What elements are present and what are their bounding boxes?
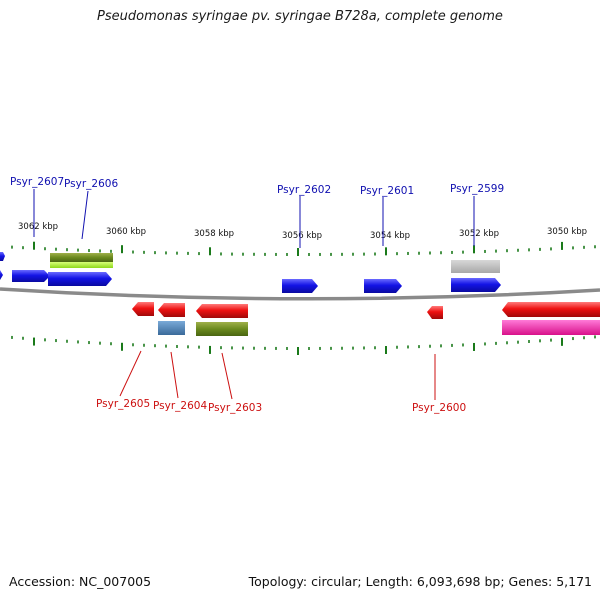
kbp-label-3058: 3058 kbp — [194, 229, 234, 239]
kbp-label-3056: 3056 kbp — [282, 231, 322, 241]
gene-arrow[interactable] — [132, 302, 154, 316]
genome-backbone — [0, 287, 600, 301]
gene-arrow[interactable] — [48, 272, 112, 286]
feature-bar-grey[interactable] — [451, 260, 500, 273]
kbp-label-3050: 3050 kbp — [547, 227, 587, 237]
gene-arrow[interactable] — [12, 270, 50, 282]
upper-tick-row — [11, 241, 596, 256]
gene-arrow[interactable] — [451, 278, 501, 292]
forward-genes — [0, 252, 501, 293]
feature-bar-olive[interactable] — [196, 322, 248, 336]
gene-label-psyr-2600[interactable]: Psyr_2600 — [412, 402, 466, 414]
genome-stats-text: Topology: circular; Length: 6,093,698 bp… — [248, 574, 592, 589]
reverse-feature-track — [158, 320, 600, 336]
gene-arrow[interactable] — [427, 306, 443, 319]
gene-label-psyr-2604[interactable]: Psyr_2604 — [153, 400, 207, 412]
feature-bar-olive[interactable] — [50, 253, 113, 262]
lower-tick-row — [11, 335, 596, 355]
gene-arrow-small[interactable] — [0, 270, 3, 280]
gene-label-psyr-2606[interactable]: Psyr_2606 — [64, 178, 118, 190]
gene-label-psyr-2607[interactable]: Psyr_2607 — [10, 176, 64, 188]
gene-label-psyr-2605[interactable]: Psyr_2605 — [96, 398, 150, 410]
forward-label-lines — [33, 189, 475, 248]
gene-label-psyr-2599[interactable]: Psyr_2599 — [450, 183, 504, 195]
map-title: Pseudomonas syringae pv. syringae B728a,… — [97, 9, 503, 24]
gene-arrow[interactable] — [196, 304, 248, 318]
accession-text: Accession: NC_007005 — [9, 574, 152, 589]
gene-label-psyr-2602[interactable]: Psyr_2602 — [277, 184, 331, 196]
reverse-label-lines — [119, 350, 436, 400]
gene-arrow[interactable] — [282, 279, 318, 293]
reverse-genes — [132, 302, 600, 319]
gene-label-psyr-2601[interactable]: Psyr_2601 — [360, 185, 414, 197]
kbp-label-3062: 3062 kbp — [18, 222, 58, 232]
forward-feature-track — [50, 253, 500, 273]
gene-arrow[interactable] — [364, 279, 402, 293]
feature-bar-pink[interactable] — [502, 320, 600, 335]
kbp-label-3052: 3052 kbp — [459, 229, 499, 239]
feature-bar-steel[interactable] — [158, 321, 185, 335]
kbp-label-3054: 3054 kbp — [370, 231, 410, 241]
feature-bar-lime[interactable] — [50, 262, 113, 268]
gene-label-psyr-2603[interactable]: Psyr_2603 — [208, 402, 262, 414]
gene-arrow[interactable] — [0, 252, 5, 261]
gene-arrow[interactable] — [502, 302, 600, 317]
kbp-label-3060: 3060 kbp — [106, 227, 146, 237]
gene-arrow[interactable] — [158, 303, 185, 317]
